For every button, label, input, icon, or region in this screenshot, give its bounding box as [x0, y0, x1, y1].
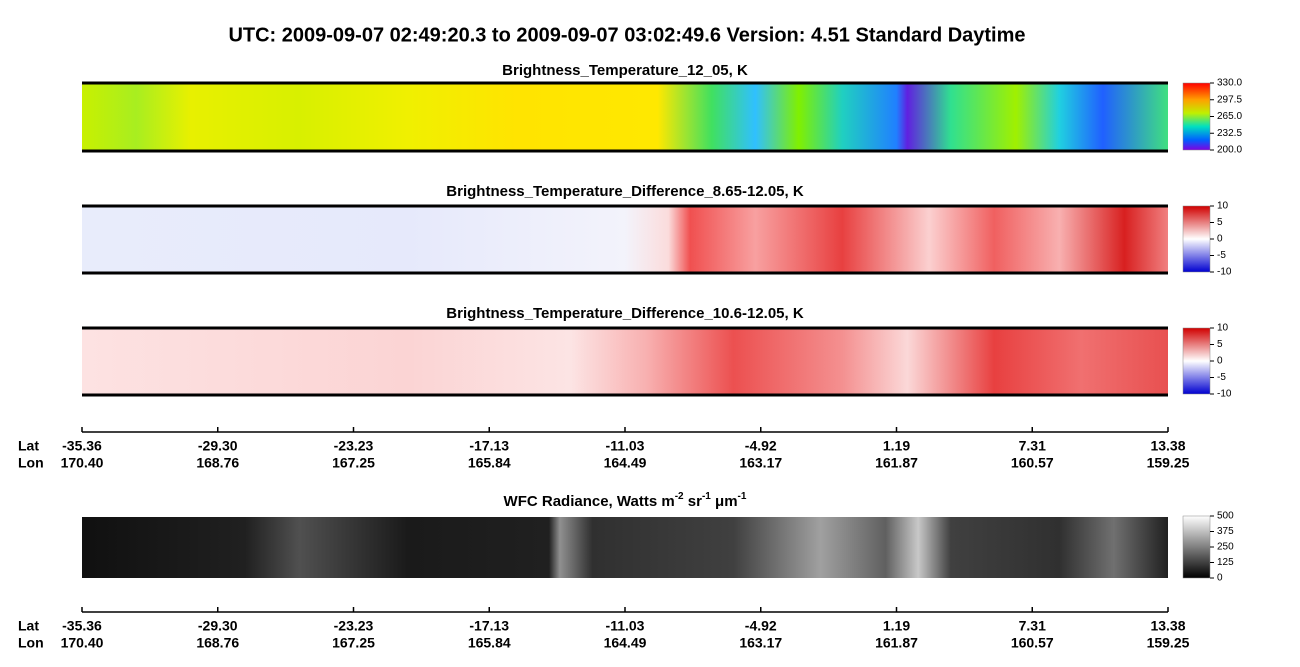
lon-row-label: Lon	[18, 635, 44, 651]
lon-label: 164.49	[604, 635, 647, 651]
lon-label: 168.76	[196, 635, 239, 651]
lon-label: 170.40	[61, 635, 104, 651]
lat-row-label: Lat	[18, 618, 39, 634]
lat-label: -35.36	[62, 438, 102, 454]
lat-row-label: Lat	[18, 438, 39, 454]
colorbar-label: 5	[1217, 339, 1223, 350]
colorbar-label: 0	[1217, 234, 1223, 245]
colorbar-label: 0	[1217, 573, 1223, 584]
colorbar-label: -5	[1217, 250, 1226, 261]
colorbar-label: 330.0	[1217, 78, 1242, 89]
colorbar-label: 265.0	[1217, 111, 1242, 122]
panel-image	[82, 84, 1168, 150]
lon-label: 161.87	[875, 635, 918, 651]
lon-label: 167.25	[332, 635, 375, 651]
colorbar-label: -10	[1217, 389, 1232, 400]
colorbar-label: 0	[1217, 356, 1223, 367]
title-part: WFC Radiance, Watts m	[504, 493, 675, 510]
superscript: -1	[738, 491, 747, 502]
colorbar-label: 200.0	[1217, 145, 1242, 156]
colorbar	[1182, 82, 1211, 151]
lat-label: 1.19	[883, 438, 910, 454]
lon-label: 164.49	[604, 455, 647, 471]
lon-label: 163.17	[739, 455, 782, 471]
colorbar-label: 10	[1217, 201, 1229, 212]
lon-label: 160.57	[1011, 455, 1054, 471]
colorbar-label: 10	[1217, 323, 1229, 334]
lon-label: 165.84	[468, 635, 511, 651]
lon-label: 159.25	[1147, 635, 1190, 651]
lon-label: 167.25	[332, 455, 375, 471]
colorbar-label: 232.5	[1217, 128, 1242, 139]
panel-title: WFC Radiance, Watts m-2 sr-1 μm-1	[504, 491, 747, 510]
colorbar-label: -10	[1217, 267, 1232, 278]
lat-label: 13.38	[1150, 618, 1185, 634]
colorbar-label: 125	[1217, 557, 1234, 568]
lat-label: -17.13	[469, 618, 509, 634]
superscript: -2	[675, 491, 684, 502]
lon-label: 163.17	[739, 635, 782, 651]
lat-label: -35.36	[62, 618, 102, 634]
colorbar-label: 297.5	[1217, 94, 1242, 105]
lon-label: 168.76	[196, 455, 239, 471]
lon-label: 170.40	[61, 455, 104, 471]
lat-label: -23.23	[334, 618, 374, 634]
panel-title: Brightness_Temperature_Difference_8.65-1…	[446, 183, 804, 200]
title-part: μm	[711, 493, 738, 510]
lat-label: -11.03	[606, 438, 645, 454]
colorbar-label: -5	[1217, 372, 1226, 383]
panel-image	[82, 517, 1168, 578]
colorbar-label: 500	[1217, 511, 1234, 522]
lat-label: -23.23	[334, 438, 374, 454]
colorbar-label: 5	[1217, 217, 1223, 228]
title-part: sr	[684, 493, 703, 510]
lat-label: 13.38	[1150, 438, 1185, 454]
superscript: -1	[702, 491, 711, 502]
lat-label: -29.30	[198, 438, 238, 454]
lon-label: 161.87	[875, 455, 918, 471]
lon-label: 165.84	[468, 455, 511, 471]
panel-image	[82, 207, 1168, 272]
panel-image	[82, 329, 1168, 394]
lat-label: -17.13	[469, 438, 509, 454]
panel-title: Brightness_Temperature_12_05, K	[502, 62, 748, 79]
lon-label: 159.25	[1147, 455, 1190, 471]
colorbar	[1182, 205, 1211, 273]
lat-label: -4.92	[745, 438, 777, 454]
colorbar	[1182, 327, 1211, 395]
lat-label: 7.31	[1019, 438, 1046, 454]
panel-title: Brightness_Temperature_Difference_10.6-1…	[446, 305, 804, 322]
lon-label: 160.57	[1011, 635, 1054, 651]
lon-row-label: Lon	[18, 455, 44, 471]
colorbar-label: 375	[1217, 526, 1234, 537]
lat-label: -11.03	[606, 618, 645, 634]
page-title: UTC: 2009-09-07 02:49:20.3 to 2009-09-07…	[228, 24, 1025, 46]
lat-label: 7.31	[1019, 618, 1046, 634]
lat-label: -4.92	[745, 618, 777, 634]
colorbar-label: 250	[1217, 542, 1234, 553]
lat-label: 1.19	[883, 618, 910, 634]
lat-label: -29.30	[198, 618, 238, 634]
colorbar	[1182, 515, 1211, 579]
